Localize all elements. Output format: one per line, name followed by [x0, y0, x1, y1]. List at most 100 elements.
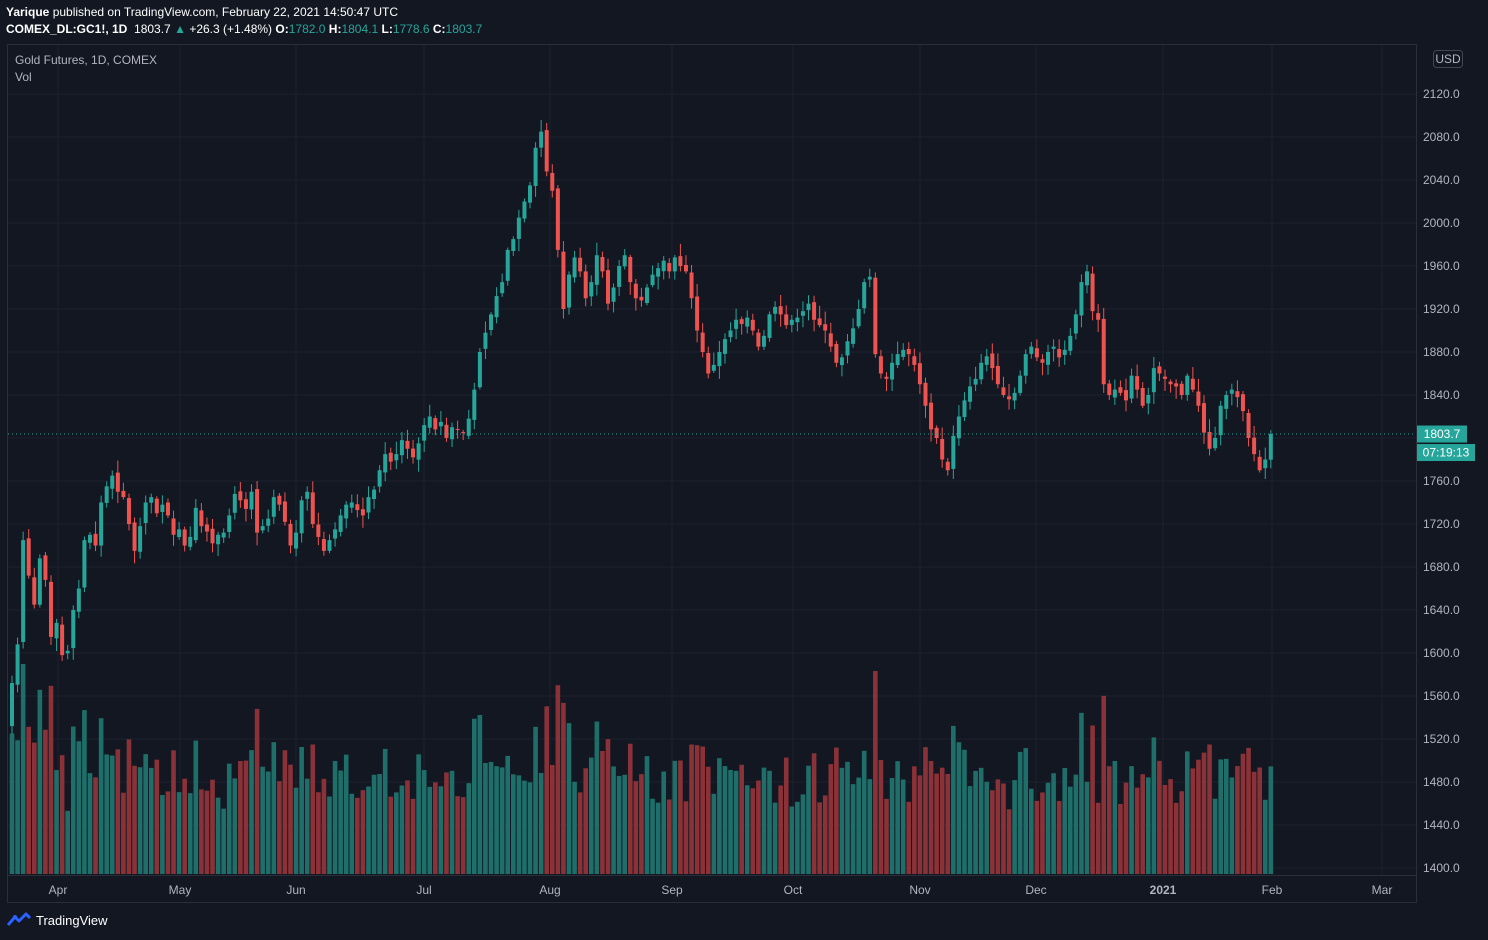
candle-body[interactable]	[43, 555, 48, 580]
candle-body[interactable]	[394, 454, 399, 461]
candle-body[interactable]	[639, 296, 644, 301]
candle-body[interactable]	[578, 257, 583, 272]
candle-body[interactable]	[349, 502, 354, 508]
candle-body[interactable]	[1118, 387, 1123, 393]
candle-body[interactable]	[728, 330, 733, 338]
candle-body[interactable]	[773, 306, 778, 314]
candle-body[interactable]	[511, 239, 516, 251]
candle-body[interactable]	[110, 475, 115, 489]
candle-body[interactable]	[995, 365, 1000, 385]
candle-body[interactable]	[1213, 438, 1218, 449]
candle-body[interactable]	[1001, 387, 1006, 395]
candle-body[interactable]	[878, 356, 883, 374]
candle-body[interactable]	[678, 256, 683, 266]
candle-body[interactable]	[962, 400, 967, 418]
candle-body[interactable]	[1179, 383, 1184, 395]
candle-body[interactable]	[968, 386, 973, 402]
candle-body[interactable]	[282, 501, 287, 522]
candle-body[interactable]	[683, 264, 688, 272]
candle-body[interactable]	[243, 499, 248, 509]
candle-body[interactable]	[310, 492, 315, 524]
candle-body[interactable]	[533, 147, 538, 186]
candle-body[interactable]	[1140, 388, 1145, 406]
candle-body[interactable]	[611, 287, 616, 302]
candle-body[interactable]	[1101, 318, 1106, 385]
candle-body[interactable]	[1207, 432, 1212, 449]
candle-body[interactable]	[1023, 354, 1028, 376]
candle-body[interactable]	[862, 282, 867, 309]
candle-body[interactable]	[895, 354, 900, 366]
candle-body[interactable]	[1090, 273, 1095, 312]
candle-body[interactable]	[806, 303, 811, 311]
candle-body[interactable]	[711, 364, 716, 371]
candle-body[interactable]	[661, 260, 666, 272]
candle-body[interactable]	[667, 263, 672, 272]
currency-badge[interactable]: USD	[1433, 50, 1463, 68]
candle-body[interactable]	[600, 256, 605, 272]
candle-body[interactable]	[388, 452, 393, 462]
candle-body[interactable]	[817, 318, 822, 326]
candle-body[interactable]	[1012, 392, 1017, 401]
candle-body[interactable]	[422, 425, 427, 441]
author-name[interactable]: Yarique	[6, 5, 50, 19]
candle-body[interactable]	[1240, 394, 1245, 412]
candle-body[interactable]	[828, 333, 833, 347]
candle-body[interactable]	[399, 440, 404, 456]
candle-body[interactable]	[360, 509, 365, 516]
candle-body[interactable]	[82, 540, 87, 588]
candle-body[interactable]	[1040, 359, 1045, 363]
candle-body[interactable]	[522, 201, 527, 219]
candle-body[interactable]	[171, 518, 176, 535]
candle-body[interactable]	[745, 317, 750, 327]
candle-body[interactable]	[572, 257, 577, 278]
candle-body[interactable]	[589, 282, 594, 297]
candle-body[interactable]	[327, 540, 332, 551]
candle-body[interactable]	[800, 311, 805, 316]
candle-body[interactable]	[15, 644, 20, 685]
candle-body[interactable]	[1112, 389, 1117, 398]
candle-body[interactable]	[1046, 352, 1051, 365]
candle-body[interactable]	[483, 332, 488, 349]
candle-body[interactable]	[60, 624, 65, 656]
candle-body[interactable]	[93, 533, 98, 546]
candle-body[interactable]	[1190, 378, 1195, 390]
candle-body[interactable]	[1129, 375, 1134, 399]
candle-body[interactable]	[1235, 391, 1240, 398]
candle-body[interactable]	[221, 532, 226, 538]
candle-body[interactable]	[143, 502, 148, 523]
candle-body[interactable]	[260, 526, 265, 531]
candle-body[interactable]	[1079, 282, 1084, 316]
candle-body[interactable]	[722, 339, 727, 354]
candle-body[interactable]	[104, 486, 109, 503]
candle-body[interactable]	[71, 610, 76, 649]
candle-body[interactable]	[165, 502, 170, 516]
candle-body[interactable]	[232, 493, 237, 513]
candle-body[interactable]	[494, 296, 499, 318]
candle-body[interactable]	[366, 497, 371, 513]
candle-body[interactable]	[544, 130, 549, 172]
candle-body[interactable]	[115, 472, 120, 492]
candle-body[interactable]	[405, 440, 410, 449]
candle-body[interactable]	[1168, 381, 1173, 385]
candle-body[interactable]	[516, 217, 521, 239]
candle-body[interactable]	[984, 356, 989, 365]
candle-body[interactable]	[444, 424, 449, 438]
candle-body[interactable]	[149, 497, 154, 503]
candle-body[interactable]	[249, 491, 254, 510]
candle-body[interactable]	[132, 522, 137, 551]
candle-body[interactable]	[344, 504, 349, 519]
candle-body[interactable]	[333, 529, 338, 539]
candle-body[interactable]	[923, 382, 928, 406]
candle-body[interactable]	[1157, 366, 1162, 374]
candle-body[interactable]	[294, 532, 299, 549]
candle-body[interactable]	[1151, 368, 1156, 393]
candle-body[interactable]	[438, 421, 443, 427]
candle-body[interactable]	[1007, 396, 1012, 400]
candle-body[interactable]	[761, 335, 766, 347]
candle-body[interactable]	[1229, 389, 1234, 394]
candle-body[interactable]	[812, 302, 817, 320]
candle-body[interactable]	[583, 271, 588, 299]
candle-body[interactable]	[906, 348, 911, 355]
candle-body[interactable]	[750, 319, 755, 331]
candle-body[interactable]	[255, 489, 260, 533]
